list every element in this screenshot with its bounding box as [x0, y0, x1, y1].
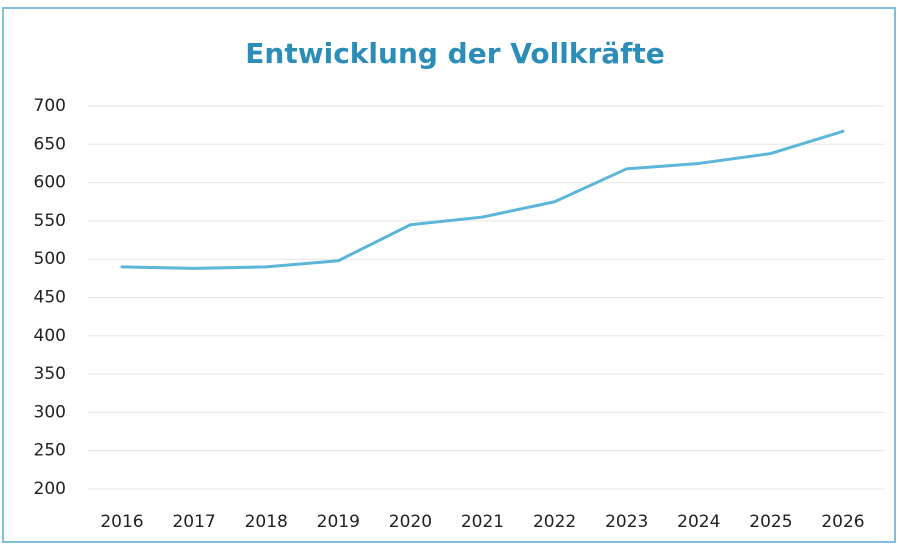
x-tick-label: 2017	[172, 512, 215, 532]
x-tick-label: 2020	[389, 512, 432, 532]
y-tick-label: 300	[34, 402, 66, 422]
y-tick-label: 600	[34, 173, 66, 193]
y-tick-label: 550	[34, 211, 66, 231]
x-tick-label: 2019	[317, 512, 360, 532]
y-tick-label: 500	[34, 249, 66, 269]
y-tick-label: 250	[34, 441, 66, 461]
chart-title: Entwicklung der Vollkräfte	[245, 37, 664, 70]
y-tick-label: 700	[34, 96, 66, 116]
x-tick-label: 2025	[749, 512, 792, 532]
y-tick-label: 350	[34, 364, 66, 384]
y-tick-label: 400	[34, 326, 66, 346]
x-tick-label: 2022	[533, 512, 576, 532]
y-tick-label: 450	[34, 288, 66, 308]
x-tick-label: 2026	[821, 512, 864, 532]
x-tick-label: 2016	[100, 512, 143, 532]
chart-border	[2, 7, 896, 543]
x-tick-label: 2018	[245, 512, 288, 532]
line-series	[120, 129, 845, 270]
x-tick-label: 2023	[605, 512, 648, 532]
y-tick-label: 650	[34, 134, 66, 154]
x-tick-label: 2024	[677, 512, 720, 532]
x-tick-label: 2021	[461, 512, 504, 532]
y-tick-label: 200	[34, 479, 66, 499]
